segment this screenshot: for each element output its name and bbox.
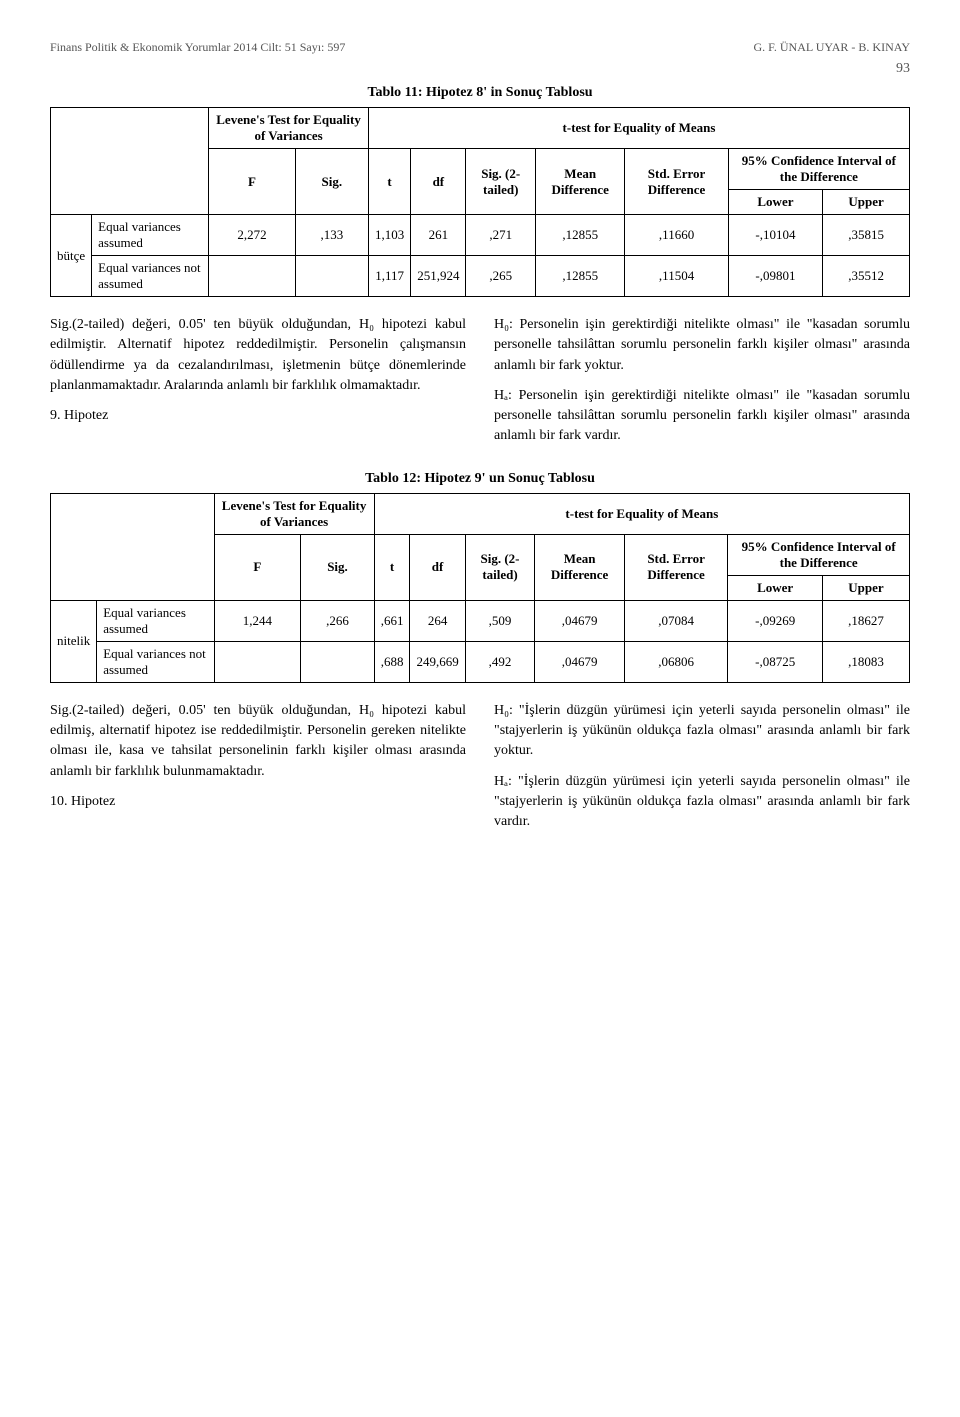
levene-header: Levene's Test for Equality of Variances	[209, 108, 369, 149]
cell: ,266	[301, 600, 374, 641]
text-block-1: Sig.(2-tailed) değeri, 0.05' ten büyük o…	[50, 315, 910, 457]
col-F: F	[209, 149, 296, 215]
col-Upper: Upper	[823, 575, 910, 600]
ttest-header: t-test for Equality of Means	[368, 108, 909, 149]
cell	[295, 256, 368, 297]
col-t: t	[374, 534, 410, 600]
text-block-2: Sig.(2-tailed) değeri, 0.05' ten büyük o…	[50, 701, 910, 843]
levene-header: Levene's Test for Equality of Variances	[214, 493, 374, 534]
cell: 1,103	[368, 215, 410, 256]
cell: ,11504	[625, 256, 728, 297]
cell: -,09269	[728, 600, 823, 641]
col-Upper: Upper	[823, 190, 910, 215]
row-group-label: nitelik	[51, 600, 97, 682]
page-number: 93	[50, 61, 910, 77]
cell: ,35512	[823, 256, 910, 297]
col-StdErr: Std. Error Difference	[625, 149, 728, 215]
col-Lower: Lower	[728, 190, 822, 215]
col-Sig2: Sig. (2-tailed)	[465, 534, 535, 600]
paragraph: 10. Hipotez	[50, 792, 466, 812]
col-Sig: Sig.	[295, 149, 368, 215]
table12: Levene's Test for Equality of Variances …	[50, 493, 910, 683]
cell: ,492	[465, 641, 535, 682]
cell	[214, 641, 301, 682]
paragraph: Sig.(2-tailed) değeri, 0.05' ten büyük o…	[50, 701, 466, 782]
cell: ,35815	[823, 215, 910, 256]
cell: -,09801	[728, 256, 822, 297]
paragraph: H₀: "İşlerin düzgün yürümesi için yeterl…	[494, 701, 910, 762]
col-F: F	[214, 534, 301, 600]
cell: 1,117	[368, 256, 410, 297]
table11-title: Tablo 11: Hipotez 8' in Sonuç Tablosu	[50, 85, 910, 101]
col-Sig2: Sig. (2-tailed)	[466, 149, 536, 215]
cell: 249,669	[410, 641, 465, 682]
row-label: Equal variances assumed	[92, 215, 209, 256]
col-Mean: Mean Difference	[535, 149, 624, 215]
col-Sig: Sig.	[301, 534, 374, 600]
row-label: Equal variances not assumed	[92, 256, 209, 297]
cell: ,12855	[535, 215, 624, 256]
paragraph: Sig.(2-tailed) değeri, 0.05' ten büyük o…	[50, 315, 466, 396]
paragraph: 9. Hipotez	[50, 406, 466, 426]
ttest-header: t-test for Equality of Means	[374, 493, 909, 534]
cell: ,133	[295, 215, 368, 256]
cell: ,12855	[535, 256, 624, 297]
cell: ,509	[465, 600, 535, 641]
cell: ,18083	[823, 641, 910, 682]
paragraph: Hₐ: Personelin işin gerektirdiği nitelik…	[494, 386, 910, 447]
table-row: Equal variances not assumed ,688 249,669…	[51, 641, 910, 682]
row-label: Equal variances not assumed	[97, 641, 214, 682]
cell: ,04679	[535, 641, 625, 682]
table12-title: Tablo 12: Hipotez 9' un Sonuç Tablosu	[50, 471, 910, 487]
col-Lower: Lower	[728, 575, 823, 600]
table-row: bütçe Equal variances assumed 2,272 ,133…	[51, 215, 910, 256]
table11: Levene's Test for Equality of Variances …	[50, 107, 910, 297]
cell: 264	[410, 600, 465, 641]
header-left: Finans Politik & Ekonomik Yorumlar 2014 …	[50, 40, 345, 55]
col-CI: 95% Confidence Interval of the Differenc…	[728, 149, 909, 190]
cell: 2,272	[209, 215, 296, 256]
col-CI: 95% Confidence Interval of the Differenc…	[728, 534, 910, 575]
col-Mean: Mean Difference	[535, 534, 625, 600]
cell: 1,244	[214, 600, 301, 641]
row-label: Equal variances assumed	[97, 600, 214, 641]
cell: -,08725	[728, 641, 823, 682]
col-t: t	[368, 149, 410, 215]
col-df: df	[411, 149, 466, 215]
table-row: nitelik Equal variances assumed 1,244 ,2…	[51, 600, 910, 641]
cell: ,661	[374, 600, 410, 641]
cell: ,271	[466, 215, 536, 256]
cell	[301, 641, 374, 682]
cell: 261	[411, 215, 466, 256]
cell: ,04679	[535, 600, 625, 641]
cell: ,07084	[624, 600, 727, 641]
cell	[209, 256, 296, 297]
col-df: df	[410, 534, 465, 600]
cell: ,11660	[625, 215, 728, 256]
cell: -,10104	[728, 215, 822, 256]
header-right: G. F. ÜNAL UYAR - B. KINAY	[754, 40, 911, 55]
row-group-label: bütçe	[51, 215, 92, 297]
table-row: Equal variances not assumed 1,117 251,92…	[51, 256, 910, 297]
cell: ,688	[374, 641, 410, 682]
cell: ,18627	[823, 600, 910, 641]
cell: ,265	[466, 256, 536, 297]
cell: ,06806	[624, 641, 727, 682]
paragraph: H₀: Personelin işin gerektirdiği nitelik…	[494, 315, 910, 376]
paragraph: Hₐ: "İşlerin düzgün yürümesi için yeterl…	[494, 772, 910, 833]
col-StdErr: Std. Error Difference	[624, 534, 727, 600]
cell: 251,924	[411, 256, 466, 297]
page-header: Finans Politik & Ekonomik Yorumlar 2014 …	[50, 40, 910, 55]
